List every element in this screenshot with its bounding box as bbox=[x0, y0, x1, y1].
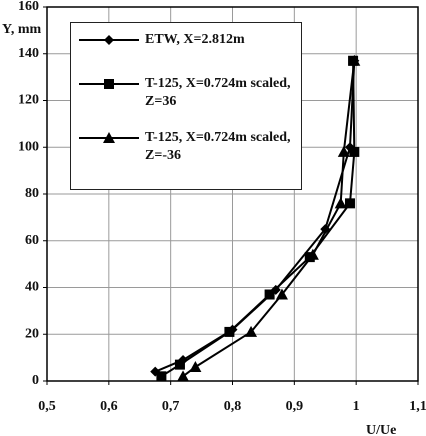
plot-frame bbox=[46, 6, 419, 382]
y-tick-label: 20 bbox=[25, 326, 39, 341]
marker bbox=[174, 359, 185, 370]
y-axis-label: Y, mm bbox=[2, 22, 41, 37]
x-tick-label: 0,5 bbox=[38, 399, 56, 414]
marker bbox=[224, 326, 235, 337]
legend-label: T-125, X=0.724m scaled, Z=36 bbox=[145, 76, 291, 109]
legend-label: ETW, X=2.812m bbox=[145, 32, 245, 47]
legend-label: T-125, X=0.724m scaled, Z=-36 bbox=[145, 130, 291, 163]
marker bbox=[275, 288, 288, 300]
x-tick-label: 0,9 bbox=[286, 399, 304, 414]
y-tick-label: 60 bbox=[25, 233, 39, 248]
x-tick-label: 0,8 bbox=[224, 399, 242, 414]
marker bbox=[349, 146, 360, 157]
marker bbox=[348, 54, 361, 66]
marker bbox=[344, 198, 355, 209]
x-tick-label: 0,6 bbox=[100, 399, 118, 414]
legend: ETW, X=2.812m T-125, X=0.724m scaled, Z=3… bbox=[70, 22, 302, 190]
y-tick-label: 160 bbox=[18, 0, 39, 14]
marker bbox=[189, 360, 202, 372]
marker bbox=[337, 145, 350, 157]
x-tick-label: 0,7 bbox=[162, 399, 180, 414]
y-tick-label: 100 bbox=[18, 139, 39, 154]
y-tick-label: 140 bbox=[18, 46, 39, 61]
marker bbox=[103, 132, 115, 143]
marker bbox=[264, 289, 275, 300]
y-tick-label: 80 bbox=[25, 186, 39, 201]
marker bbox=[177, 370, 190, 382]
y-tick-label: 120 bbox=[18, 93, 39, 108]
series-line bbox=[160, 60, 356, 378]
legend-sample bbox=[79, 79, 139, 89]
marker bbox=[306, 248, 319, 260]
legend-sample bbox=[79, 35, 139, 45]
legend-sample bbox=[79, 132, 139, 143]
x-axis-label: U/Ue bbox=[366, 423, 396, 436]
marker bbox=[104, 79, 114, 89]
y-tick-label: 0 bbox=[32, 373, 39, 388]
x-tick-label: 1 bbox=[353, 399, 360, 414]
marker bbox=[334, 197, 347, 209]
marker bbox=[104, 35, 114, 45]
x-tick-label: 1,1 bbox=[409, 399, 426, 414]
series-line bbox=[182, 60, 356, 378]
marker bbox=[156, 371, 167, 382]
marker bbox=[245, 325, 258, 337]
y-tick-label: 40 bbox=[25, 280, 39, 295]
